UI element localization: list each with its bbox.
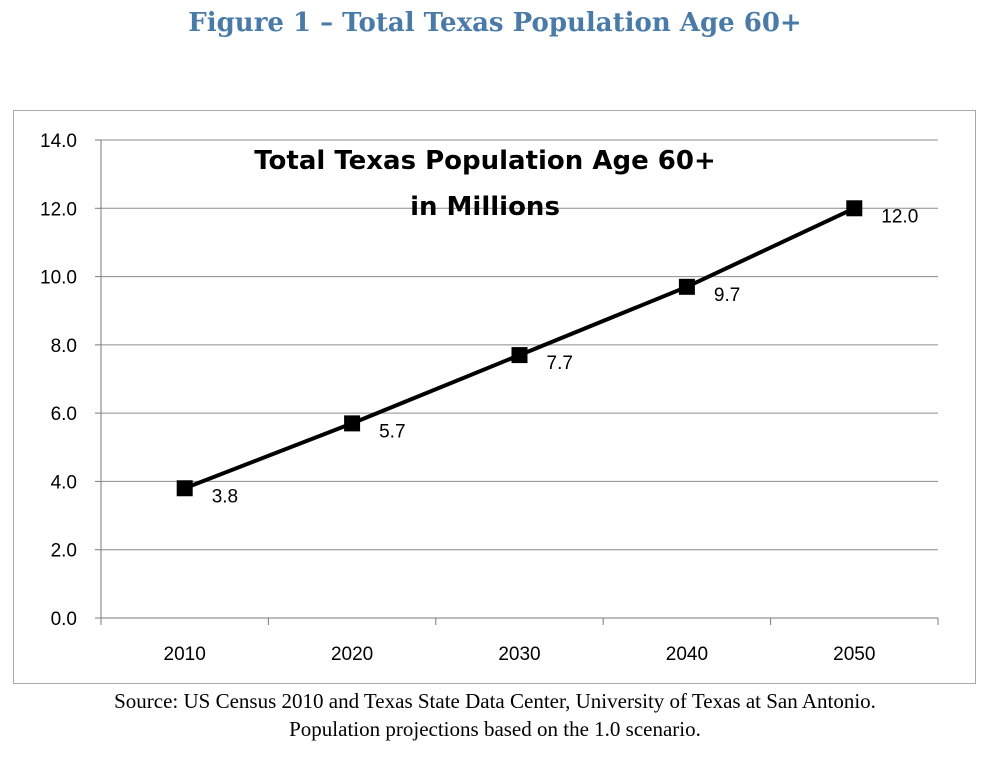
x-tick-label: 2050	[833, 644, 875, 665]
chart-area	[13, 110, 976, 684]
chart-title: Total Texas Population Age 60+ in Millio…	[225, 138, 745, 230]
data-point-marker	[344, 415, 361, 432]
data-point-marker	[176, 480, 193, 497]
data-point-marker	[511, 347, 528, 364]
y-tick-label: 8.0	[51, 336, 77, 357]
y-tick-label: 6.0	[51, 404, 77, 425]
y-tick-label: 2.0	[51, 541, 77, 562]
data-label: 3.8	[212, 486, 238, 507]
y-tick-label: 4.0	[51, 472, 77, 493]
data-label: 7.7	[547, 353, 573, 374]
data-point-marker	[678, 278, 695, 295]
data-point-marker	[846, 200, 863, 217]
x-tick-label: 2030	[498, 644, 540, 665]
y-tick-label: 12.0	[40, 199, 77, 220]
x-tick-label: 2020	[331, 644, 373, 665]
x-tick-label: 2010	[164, 644, 206, 665]
x-tick-label: 2040	[666, 644, 708, 665]
figure-title: Figure 1 – Total Texas Population Age 60…	[188, 8, 802, 38]
y-tick-label: 10.0	[40, 268, 77, 289]
data-label: 5.7	[379, 421, 405, 442]
data-label: 9.7	[714, 285, 740, 306]
chart-title-line-1: Total Texas Population Age 60+	[254, 146, 716, 176]
chart-title-line-2: in Millions	[410, 192, 560, 222]
source-note: Source: US Census 2010 and Texas State D…	[0, 687, 990, 743]
source-line-2: Population projections based on the 1.0 …	[289, 717, 701, 741]
y-tick-label: 0.0	[51, 609, 77, 630]
source-line-1: Source: US Census 2010 and Texas State D…	[114, 689, 876, 713]
y-tick-label: 14.0	[40, 131, 77, 152]
data-label: 12.0	[881, 206, 918, 227]
